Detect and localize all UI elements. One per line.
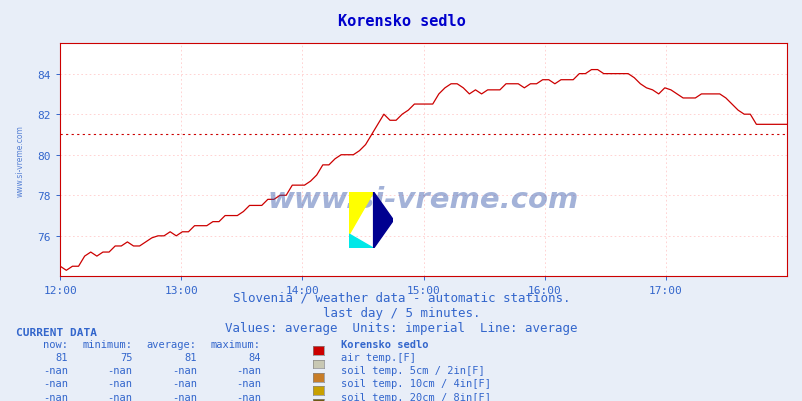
- Text: 75: 75: [119, 352, 132, 362]
- Text: -nan: -nan: [107, 365, 132, 375]
- Text: 81: 81: [184, 352, 196, 362]
- Text: soil temp. 20cm / 8in[F]: soil temp. 20cm / 8in[F]: [341, 392, 491, 401]
- Text: Slovenia / weather data - automatic stations.: Slovenia / weather data - automatic stat…: [233, 291, 569, 304]
- Text: maximum:: maximum:: [211, 339, 261, 349]
- Text: Values: average  Units: imperial  Line: average: Values: average Units: imperial Line: av…: [225, 321, 577, 334]
- Text: -nan: -nan: [43, 379, 68, 389]
- Text: -nan: -nan: [236, 379, 261, 389]
- Text: -nan: -nan: [172, 392, 196, 401]
- Text: www.si-vreme.com: www.si-vreme.com: [16, 125, 25, 196]
- Text: -nan: -nan: [172, 365, 196, 375]
- Text: Korensko sedlo: Korensko sedlo: [341, 339, 428, 349]
- Text: -nan: -nan: [43, 392, 68, 401]
- Text: now:: now:: [43, 339, 68, 349]
- Text: 81: 81: [55, 352, 68, 362]
- Text: minimum:: minimum:: [83, 339, 132, 349]
- Text: CURRENT DATA: CURRENT DATA: [16, 328, 97, 338]
- Text: Korensko sedlo: Korensko sedlo: [337, 14, 465, 29]
- Text: soil temp. 5cm / 2in[F]: soil temp. 5cm / 2in[F]: [341, 365, 484, 375]
- Text: -nan: -nan: [236, 365, 261, 375]
- Polygon shape: [349, 235, 373, 249]
- Text: -nan: -nan: [236, 392, 261, 401]
- Text: soil temp. 10cm / 4in[F]: soil temp. 10cm / 4in[F]: [341, 379, 491, 389]
- Text: -nan: -nan: [172, 379, 196, 389]
- Text: -nan: -nan: [43, 365, 68, 375]
- Polygon shape: [349, 192, 373, 235]
- Text: average:: average:: [147, 339, 196, 349]
- Polygon shape: [373, 192, 393, 249]
- Text: 84: 84: [248, 352, 261, 362]
- Text: -nan: -nan: [107, 392, 132, 401]
- Text: last day / 5 minutes.: last day / 5 minutes.: [322, 306, 480, 319]
- Text: -nan: -nan: [107, 379, 132, 389]
- Text: www.si-vreme.com: www.si-vreme.com: [268, 186, 578, 214]
- Text: air temp.[F]: air temp.[F]: [341, 352, 415, 362]
